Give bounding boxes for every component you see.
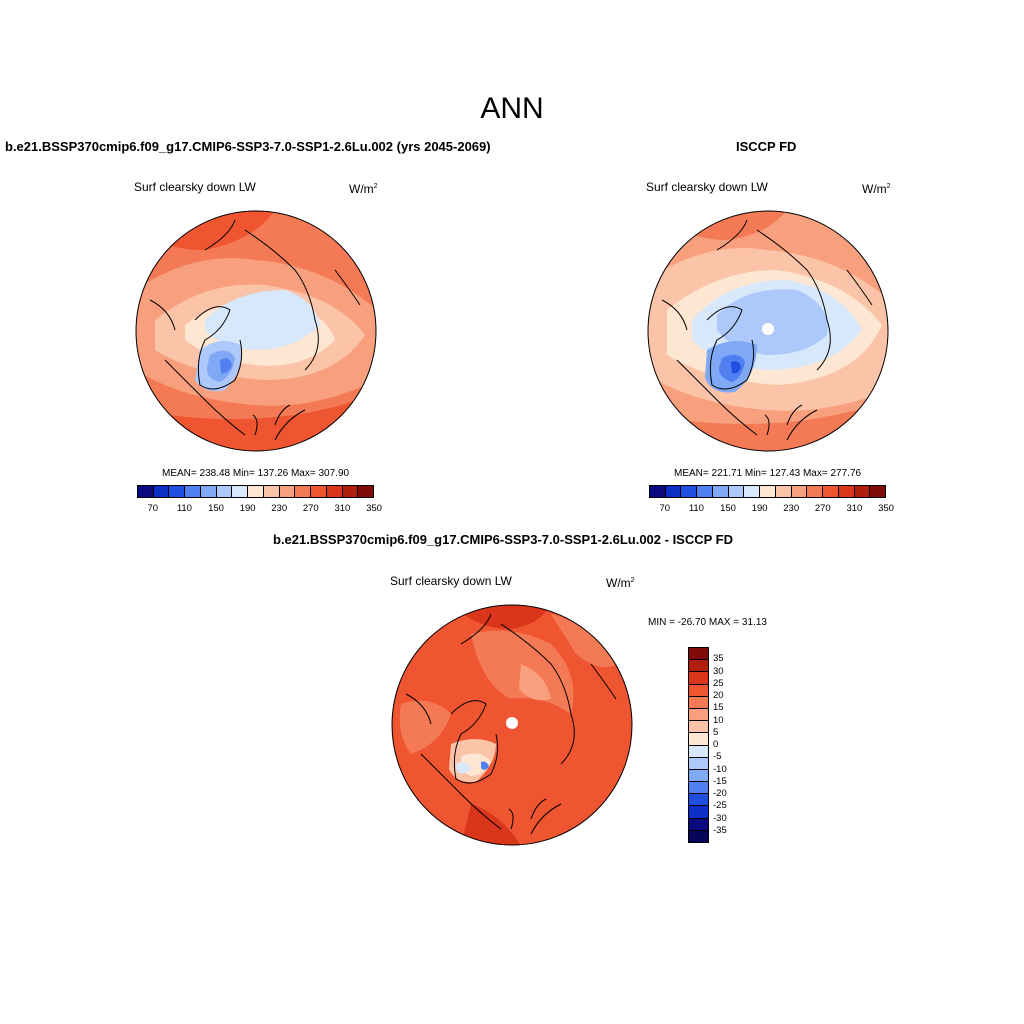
colorbar-tick-label: 110 <box>176 503 192 514</box>
colorbar-swatch <box>689 830 708 842</box>
colorbar-swatch <box>689 745 708 758</box>
colorbar-tick-label: 20 <box>713 690 724 701</box>
colorbar-swatch <box>728 486 745 497</box>
colorbar-tick-label: -35 <box>713 824 727 836</box>
colorbar-tick-label: 150 <box>208 503 224 514</box>
diff-colorbar <box>688 647 709 843</box>
colorbar-tick-label: 10 <box>713 714 724 726</box>
colorbar-tick-label: 350 <box>878 503 894 514</box>
right-variable-label: Surf clearsky down LW <box>646 180 768 194</box>
colorbar-swatch <box>248 486 264 497</box>
right-colorbar <box>649 485 886 498</box>
colorbar-swatch <box>823 486 839 497</box>
diff-units-label: W/m2 <box>606 576 635 590</box>
colorbar-tick-label: 70 <box>147 503 159 514</box>
colorbar-swatch <box>216 486 233 497</box>
colorbar-swatch <box>689 757 708 770</box>
colorbar-swatch <box>689 684 708 697</box>
colorbar-swatch <box>712 486 729 497</box>
colorbar-tick-label: 270 <box>814 503 831 514</box>
right-polar-map <box>647 210 889 452</box>
colorbar-swatch <box>295 486 312 497</box>
colorbar-tick-label: -5 <box>713 751 722 763</box>
colorbar-swatch <box>791 486 808 497</box>
colorbar-swatch <box>185 486 201 497</box>
left-panel-title: b.e21.BSSP370cmip6.f09_g17.CMIP6-SSP3-7.… <box>5 139 491 154</box>
colorbar-swatch <box>689 660 708 673</box>
colorbar-swatch <box>169 486 186 497</box>
colorbar-swatch <box>153 486 170 497</box>
colorbar-swatch <box>326 486 343 497</box>
colorbar-tick-label: 230 <box>271 503 288 514</box>
colorbar-swatch <box>681 486 698 497</box>
colorbar-tick-label: 0 <box>713 739 719 750</box>
colorbar-tick-label: 310 <box>334 503 351 514</box>
diff-stats: MIN = -26.70 MAX = 31.13 <box>648 617 767 628</box>
colorbar-swatch <box>358 486 374 497</box>
colorbar-tick-label: 350 <box>366 503 382 514</box>
colorbar-swatch <box>263 486 280 497</box>
left-stats: MEAN= 238.48 Min= 137.26 Max= 307.90 <box>162 468 350 479</box>
colorbar-tick-label: 310 <box>846 503 863 514</box>
colorbar-tick-label: 70 <box>659 503 671 514</box>
colorbar-swatch <box>279 486 296 497</box>
left-colorbar <box>137 485 374 498</box>
colorbar-swatch <box>689 696 708 709</box>
colorbar-swatch <box>689 769 708 783</box>
diff-variable-label: Surf clearsky down LW <box>390 574 512 588</box>
colorbar-tick-label: 230 <box>783 503 800 514</box>
colorbar-tick-label: -10 <box>713 763 727 775</box>
colorbar-swatch <box>200 486 217 497</box>
colorbar-swatch <box>232 486 249 497</box>
colorbar-tick-label: 150 <box>720 503 736 514</box>
colorbar-tick-label: 110 <box>688 503 704 514</box>
colorbar-swatch <box>775 486 792 497</box>
colorbar-tick-label: 15 <box>713 702 724 714</box>
colorbar-tick-label: 5 <box>713 726 719 738</box>
colorbar-tick-label: 25 <box>713 677 724 689</box>
colorbar-swatch <box>689 721 708 734</box>
diff-panel-title: b.e21.BSSP370cmip6.f09_g17.CMIP6-SSP3-7.… <box>273 532 734 547</box>
colorbar-swatch <box>689 806 708 819</box>
colorbar-swatch <box>854 486 871 497</box>
right-units-label: W/m2 <box>862 182 891 196</box>
colorbar-swatch <box>760 486 776 497</box>
colorbar-swatch <box>689 648 708 661</box>
colorbar-swatch <box>807 486 824 497</box>
colorbar-swatch <box>689 672 708 685</box>
colorbar-swatch <box>689 818 708 831</box>
colorbar-swatch <box>342 486 359 497</box>
figure-title: ANN <box>480 92 544 125</box>
colorbar-swatch <box>689 782 708 795</box>
colorbar-swatch <box>138 486 154 497</box>
colorbar-tick-label: 190 <box>751 503 768 514</box>
colorbar-tick-label: 190 <box>239 503 256 514</box>
colorbar-swatch <box>689 733 708 746</box>
right-panel-title: ISCCP FD <box>736 139 797 154</box>
left-units-label: W/m2 <box>349 182 378 196</box>
colorbar-swatch <box>697 486 713 497</box>
right-stats: MEAN= 221.71 Min= 127.43 Max= 277.76 <box>674 468 862 479</box>
colorbar-tick-label: -20 <box>713 788 727 799</box>
colorbar-swatch <box>838 486 855 497</box>
colorbar-swatch <box>870 486 886 497</box>
left-variable-label: Surf clearsky down LW <box>134 180 256 194</box>
colorbar-swatch <box>311 486 327 497</box>
colorbar-swatch <box>689 708 708 722</box>
colorbar-tick-label: -15 <box>713 775 727 787</box>
left-polar-map <box>135 210 377 452</box>
colorbar-tick-label: 30 <box>713 665 724 677</box>
colorbar-swatch <box>744 486 761 497</box>
colorbar-tick-label: -30 <box>713 812 727 824</box>
colorbar-tick-label: -25 <box>713 800 727 812</box>
colorbar-swatch <box>650 486 666 497</box>
diff-polar-map <box>391 604 633 846</box>
colorbar-tick-label: 270 <box>302 503 319 514</box>
colorbar-swatch <box>665 486 682 497</box>
colorbar-swatch <box>689 794 708 807</box>
colorbar-tick-label: 35 <box>713 653 724 665</box>
